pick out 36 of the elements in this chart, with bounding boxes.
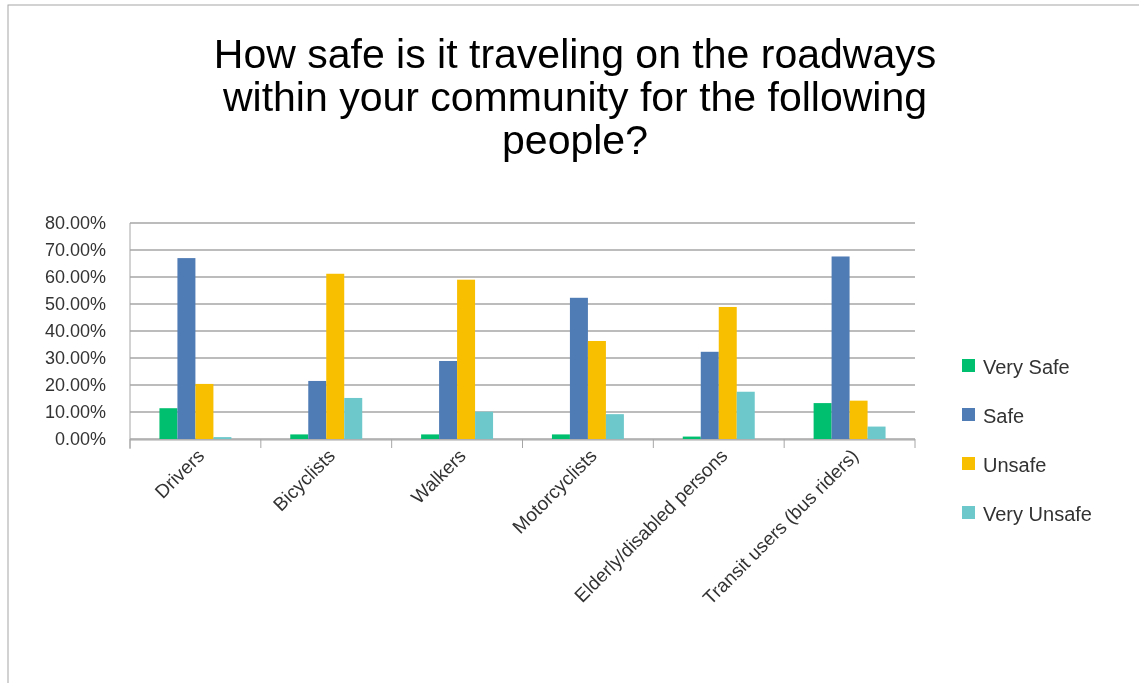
bar bbox=[849, 400, 868, 439]
bar bbox=[569, 297, 588, 439]
y-tick-label: 30.00% bbox=[44, 348, 106, 369]
bar bbox=[587, 340, 606, 439]
bar bbox=[551, 434, 570, 439]
bar bbox=[831, 256, 850, 439]
y-tick-label: 70.00% bbox=[44, 240, 106, 261]
y-tick-label: 0.00% bbox=[54, 429, 106, 450]
legend-label: Unsafe bbox=[983, 454, 1047, 476]
bar bbox=[718, 306, 737, 439]
legend-label: Very Safe bbox=[983, 356, 1070, 378]
bar bbox=[475, 411, 494, 439]
bar bbox=[177, 258, 196, 439]
y-tick-label: 10.00% bbox=[44, 402, 106, 423]
bar bbox=[195, 383, 214, 439]
y-tick-label: 60.00% bbox=[44, 267, 106, 288]
bar bbox=[326, 273, 345, 439]
y-tick-label: 80.00% bbox=[44, 213, 106, 234]
bar bbox=[344, 397, 363, 439]
bar bbox=[457, 279, 476, 439]
bar bbox=[308, 380, 327, 439]
bar bbox=[421, 434, 440, 439]
y-tick-label: 40.00% bbox=[44, 321, 106, 342]
y-tick-label: 50.00% bbox=[44, 294, 106, 315]
y-tick-label: 20.00% bbox=[44, 375, 106, 396]
bar bbox=[700, 351, 719, 439]
bar bbox=[736, 391, 755, 439]
bar bbox=[813, 403, 832, 439]
chart-title: How safe is it traveling on the roadways within your community for the following people? bbox=[213, 31, 937, 163]
bar bbox=[867, 426, 886, 439]
bar bbox=[159, 408, 178, 439]
bar bbox=[605, 414, 624, 439]
bar bbox=[290, 434, 309, 439]
legend-label: Safe bbox=[983, 405, 1025, 427]
bar bbox=[439, 360, 458, 439]
legend-label: Very Unsafe bbox=[983, 503, 1092, 525]
